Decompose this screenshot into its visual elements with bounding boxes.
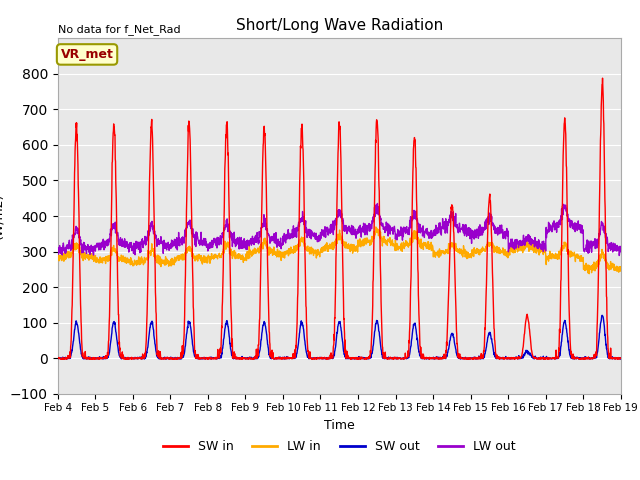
X-axis label: Time: Time (324, 419, 355, 432)
Y-axis label: (W/m2): (W/m2) (0, 193, 4, 239)
Title: Short/Long Wave Radiation: Short/Long Wave Radiation (236, 18, 443, 33)
Text: VR_met: VR_met (61, 48, 113, 61)
Text: No data for f_Net_Rad: No data for f_Net_Rad (58, 24, 180, 35)
Legend: SW in, LW in, SW out, LW out: SW in, LW in, SW out, LW out (157, 435, 521, 458)
